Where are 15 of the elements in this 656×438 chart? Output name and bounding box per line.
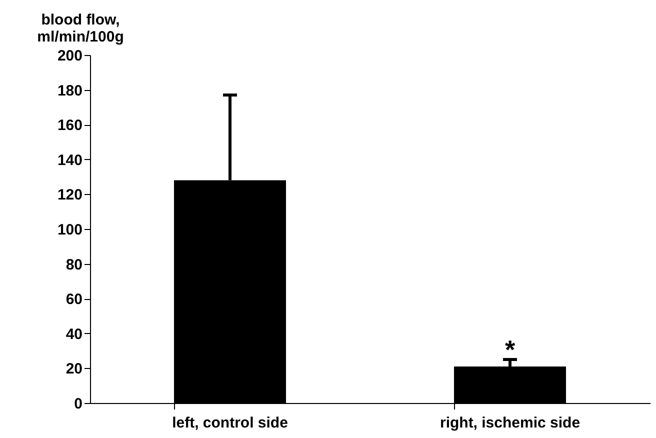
annotation: * (504, 334, 516, 364)
y-tick-label: 60 (66, 291, 82, 308)
y-tick-label: 180 (57, 82, 82, 100)
y-axis-title: blood flow, ml/min/100g (37, 12, 124, 46)
y-tick-label: 20 (66, 360, 82, 378)
x-tick-label: right, ischemic side (440, 414, 580, 432)
y-tick-label: 80 (66, 256, 82, 274)
y-tick-label: 120 (57, 186, 82, 204)
x-tick-label: left, control side (172, 414, 288, 432)
y-tick-label: 160 (57, 117, 82, 134)
y-tick-label: 100 (57, 222, 82, 238)
y-tick-label: 140 (57, 152, 82, 169)
y-tick-label: 200 (57, 48, 82, 64)
y-tick-label: 0 (74, 396, 82, 412)
y-tick-label: 40 (66, 326, 82, 343)
